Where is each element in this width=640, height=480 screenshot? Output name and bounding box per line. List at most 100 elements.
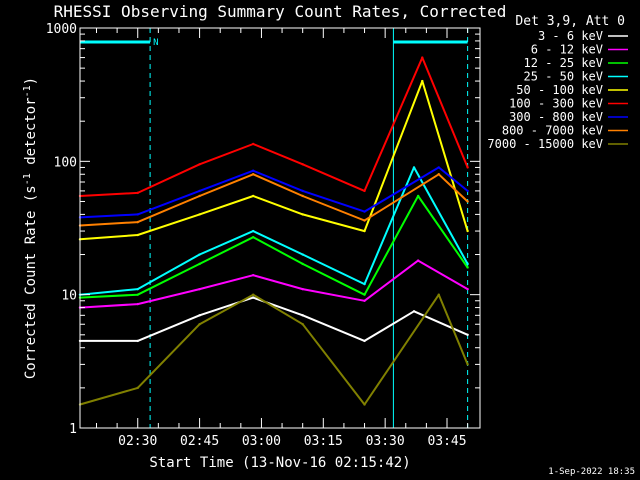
series-point xyxy=(416,194,420,198)
series-point xyxy=(466,189,469,193)
legend-title: Det 3,9, Att 0 xyxy=(515,14,625,29)
legend-label: 12 - 25 keV xyxy=(524,56,603,70)
series-point xyxy=(301,323,304,326)
series-point xyxy=(466,200,469,203)
series-point xyxy=(363,282,366,286)
legend-label: 6 - 12 keV xyxy=(531,43,603,57)
series-point xyxy=(136,233,139,237)
series-point xyxy=(198,323,201,326)
series-point xyxy=(198,253,201,256)
series-point xyxy=(301,253,304,256)
series-point xyxy=(251,169,255,172)
series-point xyxy=(136,220,139,224)
series-point xyxy=(466,229,469,233)
y-tick-label: 1 xyxy=(69,422,77,437)
footer-date: 1-Sep-2022 18:35 xyxy=(548,467,635,477)
series-point xyxy=(198,189,201,193)
y-tick-label: 10 xyxy=(61,289,77,304)
y-axis: 1 10 100 1000 xyxy=(46,22,480,437)
series-point xyxy=(198,213,201,216)
series-point xyxy=(466,266,469,269)
series-point xyxy=(251,293,255,296)
series-point xyxy=(363,210,366,213)
x-tick-label: 02:30 xyxy=(118,434,157,449)
series-point xyxy=(412,166,416,169)
series-line-8 xyxy=(79,293,469,406)
series-line-1 xyxy=(79,259,469,309)
series-point xyxy=(466,166,469,169)
series-point xyxy=(421,79,424,83)
series-line-6 xyxy=(79,166,469,219)
series-point xyxy=(136,293,139,296)
series-point xyxy=(421,56,424,59)
series-point xyxy=(416,259,420,262)
y-tick-label: 100 xyxy=(54,155,77,170)
chart-title: RHESSI Observing Summary Count Rates, Co… xyxy=(54,2,507,21)
series-point xyxy=(412,310,416,313)
series-point xyxy=(466,287,469,291)
plot-area: N xyxy=(78,28,469,428)
series-point xyxy=(251,296,255,299)
series-line-5 xyxy=(79,56,469,197)
series-point xyxy=(363,189,366,193)
series-point xyxy=(363,339,366,343)
x-tick-label: 03:45 xyxy=(427,434,466,449)
series-point xyxy=(466,262,469,266)
series-point xyxy=(301,287,304,291)
series-point xyxy=(301,213,304,216)
series-point xyxy=(466,363,469,366)
x-tick-label: 03:15 xyxy=(304,434,343,449)
x-tick-label: 02:45 xyxy=(180,434,219,449)
series-point xyxy=(251,142,255,146)
series-point xyxy=(466,333,469,337)
series-point xyxy=(198,287,201,291)
y-tick-label: 1000 xyxy=(46,22,77,37)
series-point xyxy=(301,262,304,266)
series-point xyxy=(251,229,255,233)
series-point xyxy=(363,229,366,233)
series-point xyxy=(136,191,139,195)
legend-label: 3 - 6 keV xyxy=(538,29,603,43)
series-point xyxy=(136,287,139,291)
x-axis-label: Start Time (13-Nov-16 02:15:42) xyxy=(149,455,410,471)
legend-label: 300 - 800 keV xyxy=(509,110,603,124)
series-line-3 xyxy=(79,166,469,296)
series-point xyxy=(251,173,255,176)
legend-label: 50 - 100 keV xyxy=(516,83,603,97)
series-point xyxy=(198,163,201,166)
series-line-4 xyxy=(79,80,469,241)
y-axis-label: Corrected Count Rate (s-1 detector-1) xyxy=(22,77,39,379)
x-tick-label: 03:30 xyxy=(366,434,405,449)
series-point xyxy=(251,273,255,277)
x-axis: 02:30 02:45 03:00 03:15 03:30 03:45 xyxy=(95,28,469,449)
legend-label: 100 - 300 keV xyxy=(509,97,603,111)
series-point xyxy=(301,163,304,166)
series-point xyxy=(198,194,201,198)
series-point xyxy=(136,213,139,216)
band-label: N xyxy=(153,38,158,48)
legend-label: 25 - 50 keV xyxy=(524,70,603,84)
series-point xyxy=(136,339,139,343)
series-point xyxy=(136,302,139,306)
series-line-7 xyxy=(79,173,469,227)
annotation-band xyxy=(392,28,469,428)
annotation-band: N xyxy=(79,28,159,428)
series-point xyxy=(301,194,304,198)
series-point xyxy=(136,386,139,390)
plot-frame xyxy=(79,27,481,429)
series-line-0 xyxy=(80,296,469,342)
legend-label: 800 - 7000 keV xyxy=(502,124,603,138)
series-point xyxy=(363,293,366,296)
series-point xyxy=(198,314,201,317)
series-point xyxy=(251,194,255,198)
series-point xyxy=(198,262,201,266)
series-point xyxy=(363,219,366,222)
series-point xyxy=(437,173,440,176)
x-tick-label: 03:00 xyxy=(242,434,281,449)
series-line-2 xyxy=(79,195,469,299)
series-point xyxy=(363,299,366,302)
series-point xyxy=(437,166,440,169)
series-point xyxy=(251,235,255,239)
